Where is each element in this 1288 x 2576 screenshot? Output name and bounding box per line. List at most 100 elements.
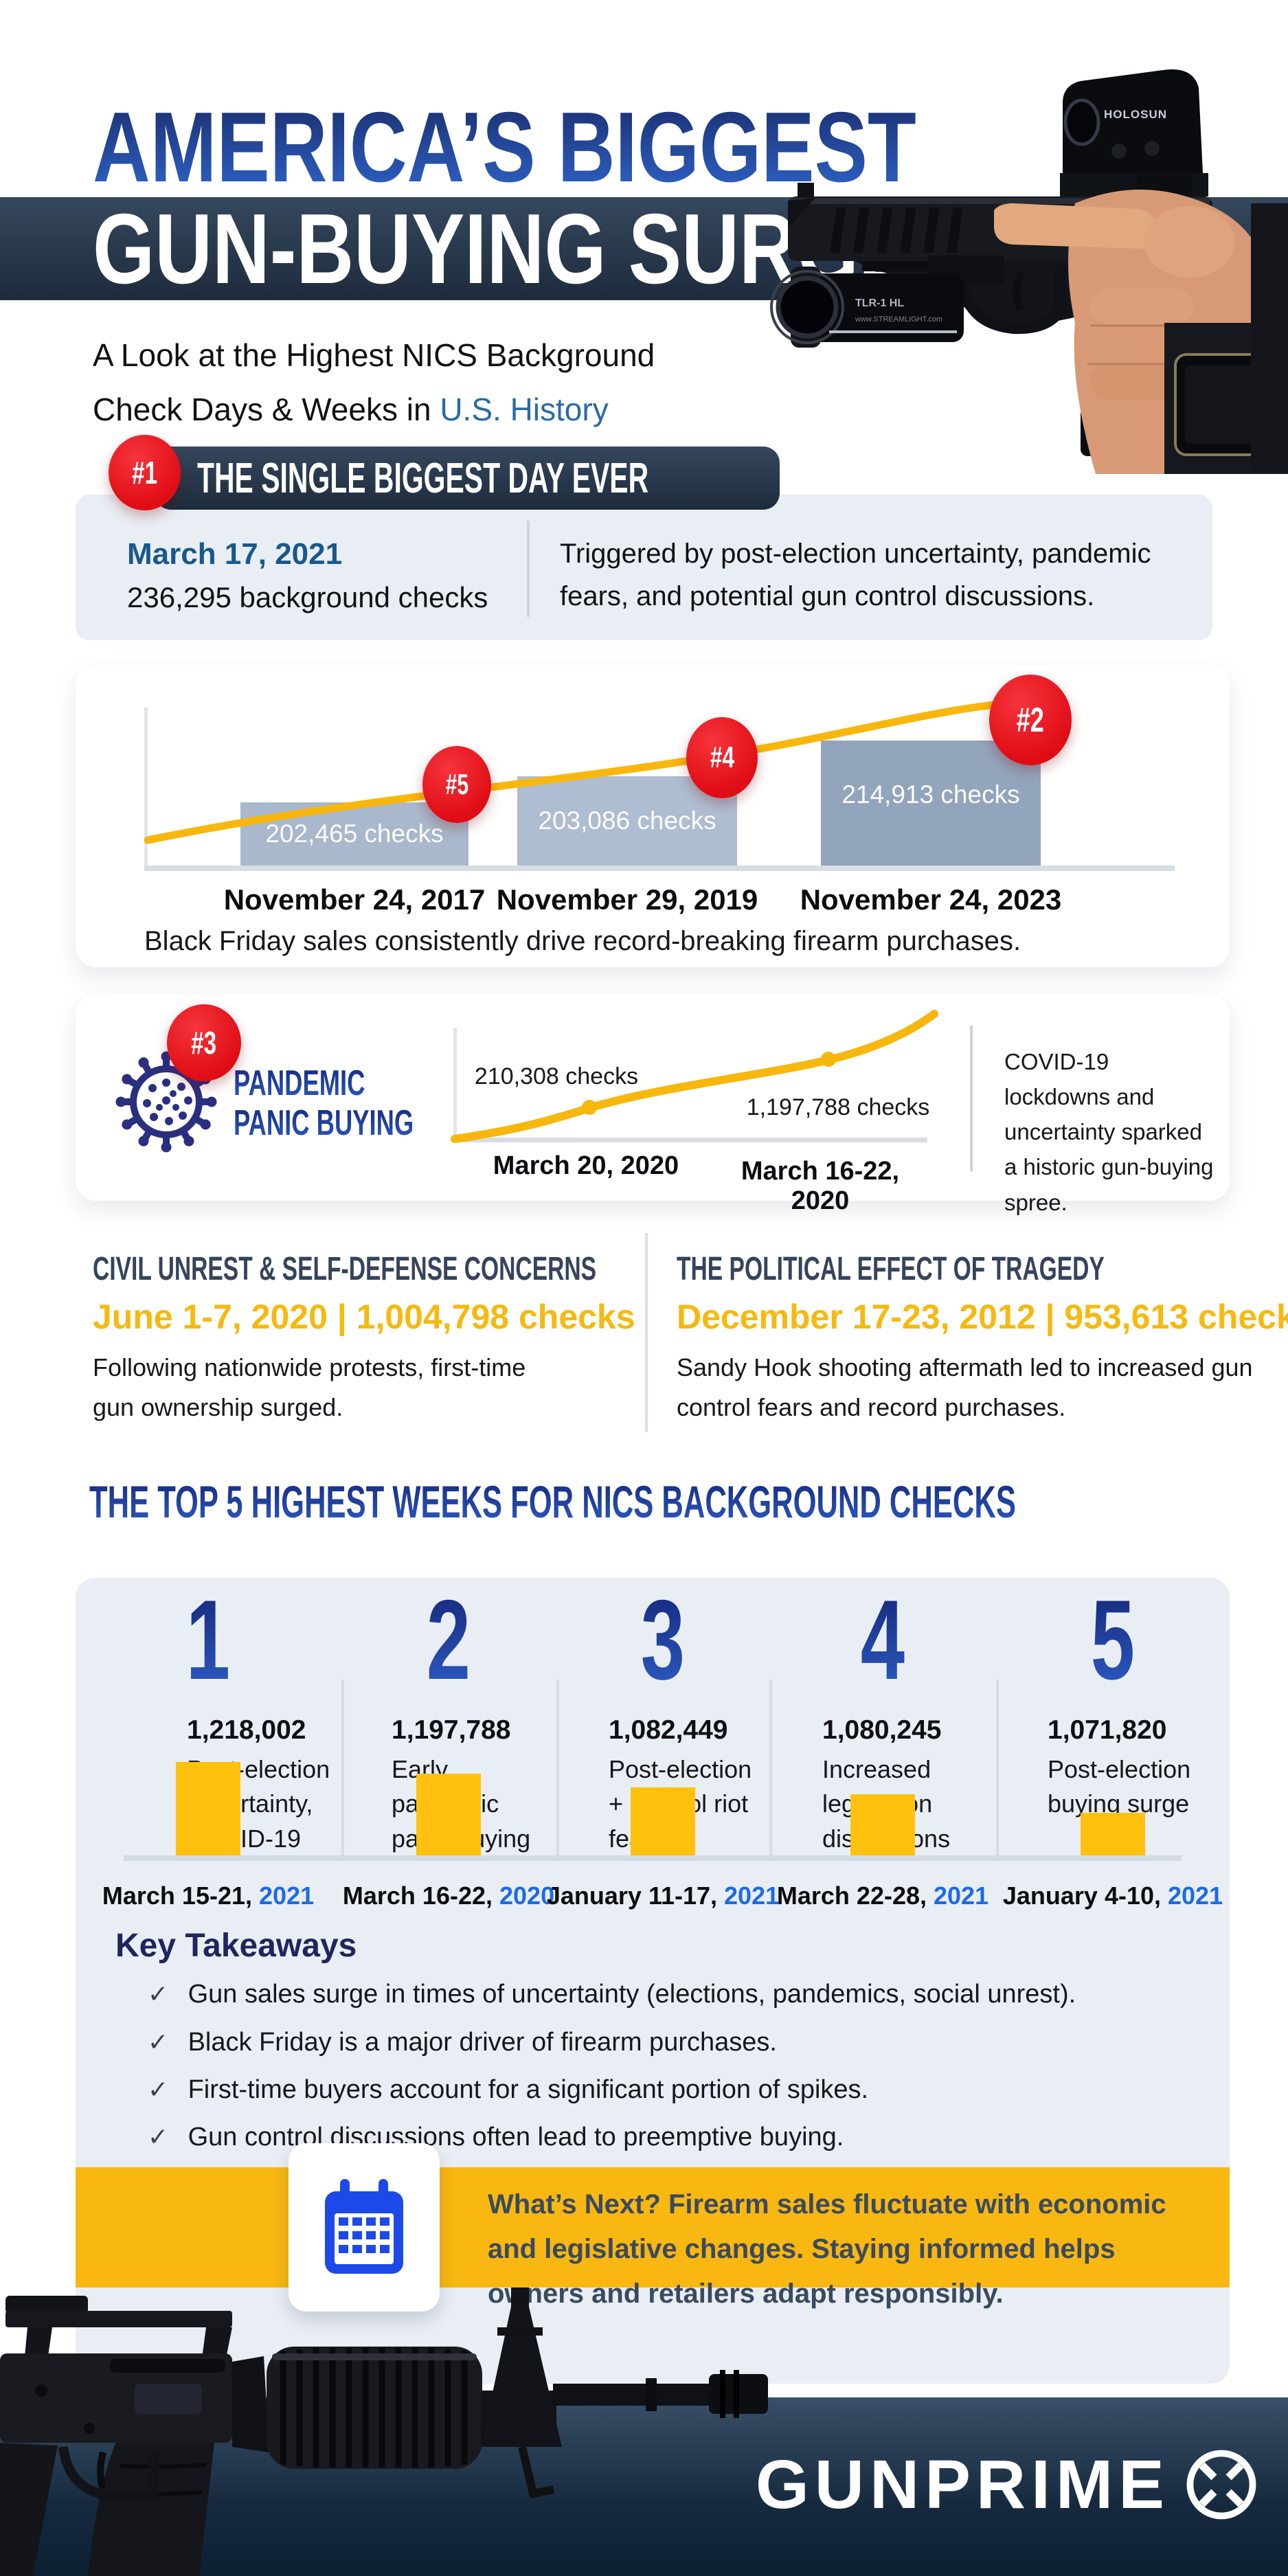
brand-name: GUNPRIME <box>756 2445 1170 2523</box>
event-tragedy-title: THE POLITICAL EFFECT OF TRAGEDY <box>677 1251 1105 1287</box>
top5-bar-3 <box>631 1787 695 1856</box>
whats-next-text: What’s Next? Firearm sales fluctuate wit… <box>488 2189 1166 2309</box>
event-tragedy-body: Sandy Hook shooting aftermath led to inc… <box>677 1353 1253 1421</box>
pandemic-title-line2: PANIC BUYING <box>234 1103 414 1143</box>
pistol-illustration: HOLOSUN TLR-1 HL <box>770 69 1288 474</box>
top5-bar-5 <box>1081 1813 1145 1856</box>
whats-next-banner <box>76 2167 1230 2287</box>
pistol-photo: HOLOSUN TLR-1 HL <box>752 0 1288 474</box>
pandemic-point1-date: March 20, 2020 <box>493 1151 679 1180</box>
pandemic-card: #3 PANDEMIC PANIC BUYING 210,308 checks … <box>76 995 1230 1215</box>
check-icon: ✓ <box>148 1980 169 2008</box>
bf-bar-2017-label: 202,465 checks <box>265 820 444 848</box>
top5-desc-5: Post-election buying surge <box>1048 1755 1191 1818</box>
calendar-icon <box>325 2178 403 2274</box>
bf-bar-2023-label: 214,913 checks <box>841 780 1020 809</box>
top5-bar-1 <box>176 1762 240 1856</box>
top5-stat-4: 1,080,245 Increased legislation discussi… <box>822 1715 970 1856</box>
biggest-day-description: Triggered by post-election uncertainty, … <box>560 539 1151 611</box>
top5-date-1: March 15-21, 2021 <box>102 1882 315 1910</box>
bf-caption: Black Friday sales consistently drive re… <box>144 926 1021 956</box>
check-icon: ✓ <box>148 2028 169 2056</box>
takeaways-title: Key Takeaways <box>115 1928 357 1964</box>
light-sub-label: www.STREAMLIGHT.com <box>855 315 942 324</box>
top5-date-5: January 4-10, 2021 <box>1002 1882 1223 1910</box>
top5-separator-2 <box>556 1680 559 1857</box>
takeaway-item-2: ✓ Black Friday is a major driver of fire… <box>148 2028 777 2057</box>
top5-rank-5: 5 <box>1090 1577 1136 1703</box>
pandemic-divider <box>970 1026 973 1171</box>
top5-card: 1 2 3 4 5 1,218,002 Post-election uncert… <box>76 1578 1230 2384</box>
sight-brand-label: HOLOSUN <box>1104 108 1167 121</box>
brand-reticle-icon <box>1186 2450 1256 2520</box>
event-civil-title: CIVIL UNREST & SELF-DEFENSE CONCERNS <box>93 1251 597 1287</box>
top5-date-2: March 16-22, 2020 <box>342 1882 555 1910</box>
top5-value-1: 1,218,002 <box>187 1715 306 1745</box>
calendar-card <box>289 2143 440 2312</box>
bf-date-2019: November 29, 2019 <box>496 883 758 916</box>
biggest-day-card: March 17, 2021 236,295 background checks… <box>76 495 1212 640</box>
subtitle: A Look at the Highest NICS Background Ch… <box>93 328 745 437</box>
brand-logo: GUNPRIME <box>756 2443 1263 2527</box>
pandemic-title-line1: PANDEMIC <box>234 1063 365 1103</box>
top5-rank-1: 1 <box>185 1577 231 1703</box>
bf-date-2023: November 24, 2023 <box>800 883 1062 916</box>
events-divider <box>645 1233 648 1432</box>
rank-badge-1: #1 <box>109 435 181 510</box>
pandemic-description: COVID-19 lockdowns and uncertainty spark… <box>1004 1049 1214 1215</box>
rank-badge-2: #2 <box>989 675 1072 765</box>
top5-bar-4 <box>850 1794 915 1856</box>
takeaway-item-4: ✓ Gun control discussions often lead to … <box>148 2123 844 2151</box>
top5-title: THE TOP 5 HIGHEST WEEKS FOR NICS BACKGRO… <box>89 1476 1016 1527</box>
takeaway-item-3: ✓ First-time buyers account for a signif… <box>148 2075 869 2104</box>
pandemic-y-axis <box>453 1028 457 1140</box>
biggest-day-banner-title: THE SINGLE BIGGEST DAY EVER <box>197 454 649 502</box>
top5-value-2: 1,197,788 <box>392 1715 511 1745</box>
virus-icon <box>115 1051 217 1153</box>
biggest-day-banner: THE SINGLE BIGGEST DAY EVER <box>155 447 780 510</box>
pandemic-point2-date: March 16-22, 2020 <box>741 1157 900 1215</box>
top5-rank-4: 4 <box>860 1577 905 1703</box>
black-friday-card: 202,465 checks 203,086 checks 214,913 ch… <box>76 665 1230 967</box>
pandemic-point2-label: 1,197,788 checks <box>746 1094 930 1120</box>
event-civil-body: Following nationwide protests, first-tim… <box>93 1353 526 1421</box>
check-icon: ✓ <box>148 2075 169 2103</box>
biggest-day-stat: 236,295 background checks <box>127 581 488 613</box>
bf-baseline <box>144 866 1175 871</box>
biggest-day-date: March 17, 2021 <box>127 537 343 571</box>
bf-y-axis <box>144 708 148 867</box>
bf-bar-2019: 203,086 checks <box>517 776 737 866</box>
rank-badge-3: #3 <box>167 1004 241 1081</box>
event-tragedy-highlight: December 17-23, 2012 | 953,613 checks <box>677 1298 1288 1336</box>
rank-badge-4: #4 <box>686 717 758 798</box>
rank-badge-5: #5 <box>422 746 491 823</box>
subtitle-highlight: U.S. History <box>440 392 609 428</box>
top5-separator-1 <box>341 1680 344 1857</box>
pandemic-baseline <box>453 1138 927 1142</box>
pandemic-line <box>451 1010 938 1143</box>
top5-value-4: 1,080,245 <box>822 1715 942 1745</box>
bf-bar-2017: 202,465 checks <box>240 802 468 866</box>
top5-rank-2: 2 <box>426 1577 471 1703</box>
top5-bar-2 <box>416 1774 481 1856</box>
top5-rank-3: 3 <box>640 1577 686 1703</box>
subtitle-text: A Look at the Highest NICS Background Ch… <box>93 337 655 428</box>
rifle-illustration <box>0 2287 768 2576</box>
pandemic-point1-label: 210,308 checks <box>474 1063 639 1089</box>
top5-separator-3 <box>769 1680 772 1857</box>
bf-date-2017: November 24, 2017 <box>223 883 486 916</box>
bf-bar-2023: 214,913 checks <box>821 741 1041 866</box>
takeaway-item-1: ✓ Gun sales surge in times of uncertaint… <box>148 1980 1076 2009</box>
top5-separator-4 <box>996 1680 999 1857</box>
top5-baseline <box>124 1855 1182 1861</box>
top5-date-4: March 22-28, 2021 <box>776 1882 989 1910</box>
event-civil-highlight: June 1-7, 2020 | 1,004,798 checks <box>93 1298 635 1336</box>
top5-desc-4: Increased legislation discussions <box>822 1755 950 1853</box>
top5-value-5: 1,071,820 <box>1048 1715 1167 1745</box>
main-title-line1: AMERICA’S BIGGEST <box>93 91 916 203</box>
bf-bar-2019-label: 203,086 checks <box>538 806 716 835</box>
light-brand-label: TLR-1 HL <box>855 297 904 309</box>
check-icon: ✓ <box>148 2123 169 2151</box>
top5-stat-5: 1,071,820 Post-election buying surge <box>1048 1715 1195 1822</box>
